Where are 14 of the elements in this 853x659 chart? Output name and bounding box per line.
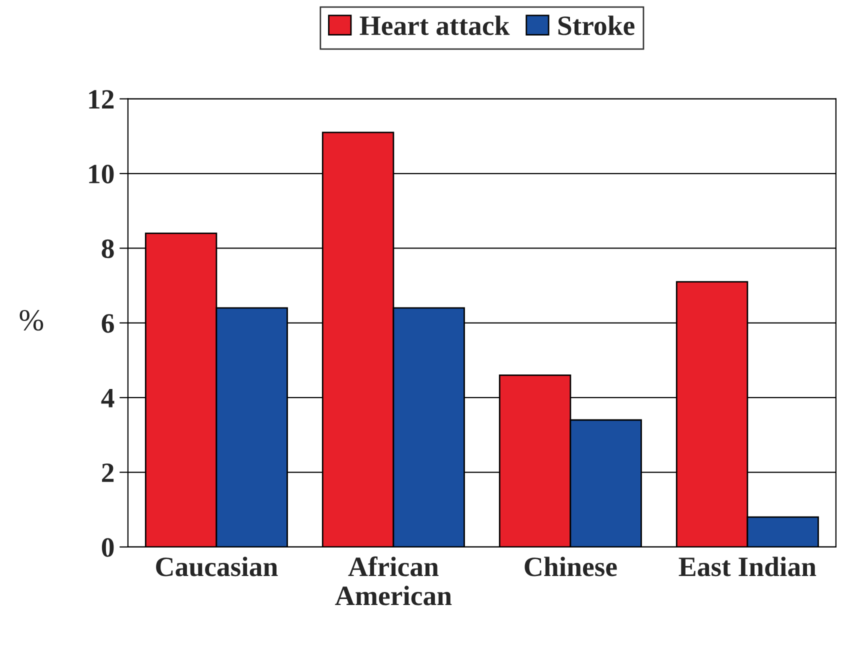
x-tick-label: African American xyxy=(335,556,452,606)
y-tick-label: 2 xyxy=(102,464,114,482)
y-tick-label: 8 xyxy=(102,239,114,258)
y-tick-label: 6 xyxy=(102,314,114,333)
y-tick-label: 12 xyxy=(89,90,114,108)
x-tick-label: East Indian xyxy=(678,556,816,576)
legend-label: Heart attack xyxy=(360,16,510,36)
x-tick-label: Chinese xyxy=(524,556,617,576)
y-tick-label: 0 xyxy=(102,538,114,557)
x-tick-label: Caucasian xyxy=(156,556,278,576)
y-axis-title: % xyxy=(20,310,44,331)
y-tick-label: 4 xyxy=(101,388,114,408)
y-tick-label: 10 xyxy=(89,164,114,184)
legend-label: Stroke xyxy=(558,16,634,36)
